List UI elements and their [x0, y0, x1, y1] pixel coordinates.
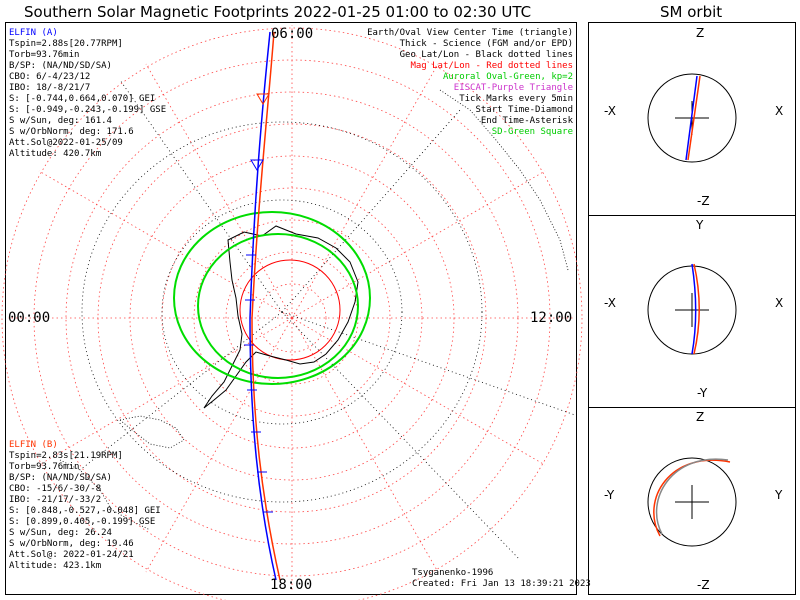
elfin-a-line: S w/Sun, deg: 161.4	[9, 116, 112, 126]
elfin-b-line: S: [0.899,0.405,-0.199] GSE	[9, 517, 156, 527]
elfin-a-line: B/SP: (NA/ND/SD/SA)	[9, 61, 112, 71]
hour-label-bottom: 18:00	[270, 577, 313, 593]
legend-line: Thick - Science (FGM and/or EPD)	[399, 39, 573, 49]
elfin-a-line: Att.Sol@2022-01-25/09	[9, 138, 123, 148]
elfin-b-track	[251, 31, 281, 581]
elfin-b-line: CBO: -15/6/-30/-8	[9, 484, 102, 494]
legend-line: Auroral Oval-Green, kp=2	[442, 72, 573, 82]
elfin-a-center-triangle	[250, 159, 264, 171]
geo-grid	[79, 79, 576, 561]
legend-line: Mag Lat/Lon - Red dotted lines	[410, 61, 573, 71]
legend-line: EISCAT-Purple Triangle	[453, 83, 573, 93]
orbit-tracks	[653, 75, 731, 537]
elfin-b-line: Tspin=2.83s[21.19RPM]	[9, 451, 123, 461]
hour-label-left: 00:00	[8, 310, 51, 326]
auroral-oval-inner	[197, 233, 359, 379]
elfin-a-line: S: [-0.949,-0.243,-0.199] GSE	[9, 105, 167, 115]
elfin-a-info: ELFIN (A) Tspin=2.88s[20.77RPM] Torb=93.…	[9, 28, 166, 160]
orbit3-bottom-label: -Z	[697, 578, 710, 592]
elfin-b-line: IBO: -21/17/-33/2	[9, 495, 102, 505]
legend-line: Tick Marks every 5min	[459, 94, 573, 104]
orbit1-top-label: Z	[696, 26, 705, 40]
elfin-b-line: Torb=93.76min	[9, 462, 80, 472]
elfin-a-tick-marks	[244, 254, 273, 513]
polar-map	[1, 25, 583, 600]
elfin-b-line: Att.Sol@: 2022-01-24/21	[9, 550, 134, 560]
map-frame	[5, 22, 577, 595]
elfin-b-line: S: [0.848,-0.527,-0.048] GEI	[9, 506, 161, 516]
legend-line: SD-Green Square	[491, 127, 573, 137]
orbit1-left-label: -X	[604, 104, 616, 118]
elfin-b-title: ELFIN (B)	[9, 440, 58, 450]
elfin-a-line: S: [-0.744,0.664,0.070] GEI	[9, 94, 156, 104]
legend-line: Start Time-Diamond	[475, 105, 573, 115]
elfin-b-line: Altitude: 423.1km	[9, 561, 102, 571]
orbit-frame	[588, 22, 796, 595]
mag-lon-grid	[8, 25, 575, 592]
elfin-a-line: IBO: 18/-8/21/7	[9, 83, 91, 93]
antarctica-coast	[203, 225, 359, 409]
legend-line: End Time-Asterisk	[480, 116, 573, 126]
orbit2-left-label: -X	[604, 296, 616, 310]
created-credit: Created: Fri Jan 13 18:39:21 2023	[412, 579, 591, 589]
mag-pole-circle	[239, 259, 341, 361]
orbit2-bottom-label: -Y	[697, 386, 708, 400]
legend-line: Earth/Oval View Center Time (triangle)	[367, 28, 573, 38]
auroral-oval-outer	[173, 211, 371, 385]
elfin-b-line: S w/OrbNorm, deg: 19.46	[9, 539, 134, 549]
legend: Earth/Oval View Center Time (triangle) Th…	[367, 28, 573, 138]
figure-title: Southern Solar Magnetic Footprints 2022-…	[24, 3, 532, 21]
elfin-a-line: Tspin=2.88s[20.77RPM]	[9, 39, 123, 49]
elfin-a-line: CBO: 6/-4/23/12	[9, 72, 91, 82]
orbit1-right-label: X	[775, 104, 784, 118]
orbit2-right-label: X	[775, 296, 784, 310]
elfin-a-line: Torb=93.76min	[9, 50, 80, 60]
model-credit: Tsyganenko-1996	[412, 568, 494, 578]
orbit1-bottom-label: -Z	[697, 194, 710, 208]
elfin-a-title: ELFIN (A)	[9, 28, 58, 38]
hour-label-right: 12:00	[530, 310, 573, 326]
coast-australia	[59, 459, 151, 531]
elfin-a-line: S w/OrbNorm, deg: 171.6	[9, 127, 134, 137]
elfin-b-line: S w/Sun, deg: 26.24	[9, 528, 112, 538]
coast-africa	[439, 89, 569, 271]
elfin-a-track	[249, 31, 277, 581]
elfin-b-center-triangle	[256, 93, 270, 105]
legend-line: Geo Lat/Lon - Black dotted lines	[399, 50, 573, 60]
orbit3-top-label: Z	[696, 410, 705, 424]
elfin-b-info: ELFIN (B) Tspin=2.83s[21.19RPM] Torb=93.…	[9, 440, 161, 572]
orbit-title: SM orbit	[660, 3, 723, 21]
orbit-crosshairs	[675, 101, 709, 519]
orbit3-left-label: -Y	[604, 488, 615, 502]
elfin-a-line: Altitude: 420.7km	[9, 149, 102, 159]
hour-label-top: 06:00	[271, 26, 314, 42]
coast-south-america	[119, 415, 185, 449]
elfin-b-line: B/SP: (NA/ND/SD/SA)	[9, 473, 112, 483]
orbit2-top-label: Y	[696, 218, 704, 232]
orbit3-right-label: Y	[775, 488, 783, 502]
